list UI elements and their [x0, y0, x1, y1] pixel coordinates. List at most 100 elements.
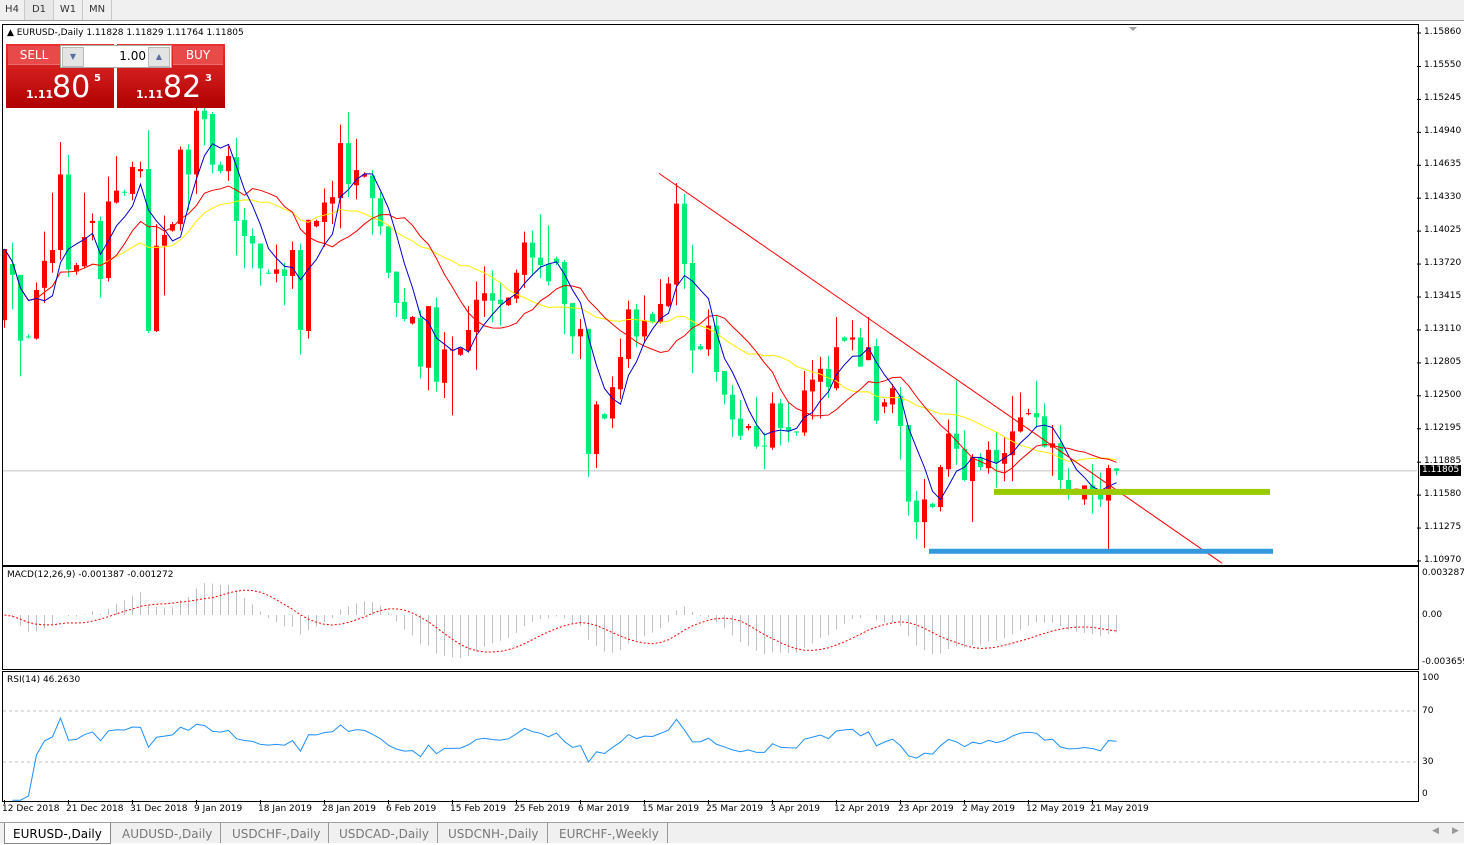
candle-body [746, 426, 751, 429]
sell-label: SELL [8, 46, 60, 65]
tab-usdcad-daily[interactable]: USDCAD-,Daily [331, 823, 438, 843]
candle-body [34, 289, 39, 339]
candle-body [810, 379, 815, 392]
timeframe-w1[interactable]: W1 [54, 0, 83, 20]
price-tick-label: 1.11275 [1424, 522, 1462, 533]
moving-average-slow [4, 199, 1117, 462]
candle-body [122, 191, 127, 193]
date-tick-label: 12 May 2019 [1026, 804, 1085, 814]
lot-increase-icon[interactable]: ▲ [148, 47, 170, 67]
candle-body [354, 170, 359, 186]
price-tick-label: 1.12500 [1424, 389, 1462, 400]
date-tick-label: 6 Mar 2019 [578, 804, 630, 814]
candle-body [938, 467, 943, 508]
candle-body [554, 258, 559, 263]
candle-body [642, 320, 647, 337]
price-tick-label: 1.14330 [1424, 192, 1462, 203]
tab-usdcnh-daily[interactable]: USDCNH-,Daily [440, 823, 548, 843]
main-chart-panel[interactable] [2, 24, 1419, 566]
candle-body [842, 337, 847, 341]
price-tick-label: 1.12195 [1424, 422, 1462, 433]
candle-body [666, 283, 671, 307]
ohlc-header: 1.11828 1.11829 1.11764 1.11805 [86, 28, 244, 38]
candle-body [970, 457, 975, 482]
candle-body [250, 235, 255, 244]
date-tick-label: 2 May 2019 [962, 804, 1015, 814]
candle-body [466, 329, 471, 351]
candle-body [1114, 468, 1119, 471]
chart-shift-icon [1129, 27, 1137, 31]
candle-body [322, 202, 327, 222]
date-tick-label: 15 Feb 2019 [450, 804, 507, 814]
candle-body [658, 304, 663, 323]
price-tick-label: 1.11580 [1424, 489, 1462, 500]
rsi-panel[interactable] [2, 671, 1419, 802]
candle-body [90, 220, 95, 224]
tab-eurusd-daily[interactable]: EURUSD-,Daily [4, 823, 111, 844]
candle-body [82, 237, 87, 267]
candle-body [794, 431, 799, 433]
tab-audusd-daily[interactable]: AUDUSD-,Daily [114, 823, 222, 843]
buy-price-prefix: 1.11 [136, 88, 164, 101]
rsi-line [12, 716, 1117, 801]
timeframe-mn[interactable]: MN [83, 0, 112, 20]
rsi-tick: 100 [1422, 673, 1440, 683]
candle-body [690, 262, 695, 351]
tab-scroll-left-icon[interactable]: ◀ [1432, 826, 1439, 836]
candle-body [42, 260, 47, 288]
candle-body [218, 164, 223, 172]
candle-body [26, 336, 31, 338]
date-tick-label: 25 Mar 2019 [706, 804, 764, 814]
lot-value[interactable]: 1.00 [119, 49, 146, 63]
candle-body [418, 318, 423, 367]
rsi-tick: 30 [1422, 757, 1434, 767]
candle-body [714, 325, 719, 373]
candle-body [306, 219, 311, 332]
candle-body [434, 307, 439, 382]
date-tick-label: 25 Feb 2019 [514, 804, 571, 814]
chart-tabs: EURUSD-,Daily AUDUSD-,Daily USDCHF-,Dail… [0, 822, 1464, 844]
candle-body [514, 272, 519, 299]
date-tick-label: 21 Dec 2018 [66, 804, 124, 814]
price-tick-label: 1.11885 [1424, 456, 1462, 467]
timeframe-d1[interactable]: D1 [25, 0, 54, 20]
candle-body [626, 309, 631, 360]
date-tick-label: 12 Dec 2018 [2, 804, 60, 814]
candle-body [138, 169, 143, 172]
candle-body [594, 404, 599, 455]
candle-body [946, 433, 951, 470]
macd-panel[interactable] [2, 566, 1419, 670]
macd-tick: -0.003659 [1422, 657, 1464, 667]
candle-body [314, 220, 319, 227]
candle-body [754, 426, 759, 447]
tab-eurchf-weekly[interactable]: EURCHF-,Weekly [551, 823, 668, 843]
candle-body [586, 328, 591, 455]
date-tick-label: 15 Mar 2019 [642, 804, 700, 814]
candle-body [962, 448, 967, 481]
tab-usdchf-daily[interactable]: USDCHF-,Daily [224, 823, 330, 843]
candle-body [770, 403, 775, 448]
lot-decrease-icon[interactable]: ▼ [62, 47, 84, 67]
candle-body [490, 293, 495, 301]
candle-body [370, 175, 375, 199]
candle-body [1026, 413, 1031, 415]
candle-body [450, 349, 455, 351]
price-tick-label: 1.12805 [1424, 356, 1462, 367]
date-tick-label: 23 Apr 2019 [898, 804, 954, 814]
candle-body [386, 226, 391, 273]
candle-body [738, 418, 743, 436]
trendline [658, 172, 1223, 564]
timeframe-h4[interactable]: H4 [0, 0, 25, 20]
candle-body [338, 143, 343, 199]
candle-body [298, 250, 303, 330]
candle-body [986, 449, 991, 469]
candle-body [538, 257, 543, 266]
price-tick-label: 1.15860 [1424, 27, 1462, 37]
lot-size-input[interactable]: ▼ 1.00 ▲ [60, 45, 172, 68]
candle-body [506, 297, 511, 306]
price-tick-label: 1.13110 [1424, 323, 1462, 334]
tab-scroll-right-icon[interactable]: ▶ [1452, 826, 1459, 836]
collapse-triangle-icon[interactable]: ▲ [7, 28, 14, 38]
moving-average-mid [4, 185, 1117, 474]
candle-body [130, 166, 135, 194]
